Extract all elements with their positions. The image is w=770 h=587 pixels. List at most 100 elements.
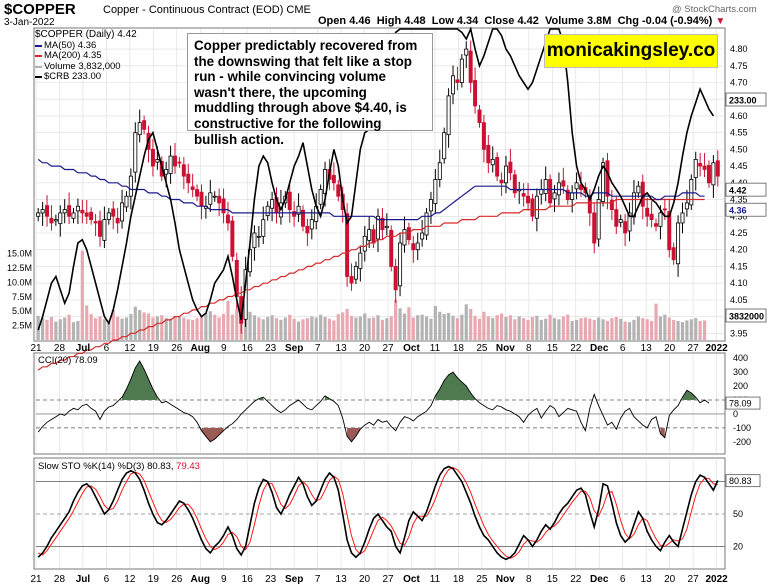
- x-tick-label: 27: [688, 343, 700, 354]
- volume-bar: [305, 318, 309, 340]
- ma50-line: [37, 158, 705, 221]
- x-tick-label: 9: [221, 343, 227, 354]
- x-tick-label-bottom: Dec: [590, 574, 609, 585]
- candle-body: [706, 165, 711, 184]
- candle-body: [384, 225, 389, 229]
- candle-body: [164, 169, 169, 175]
- volume-bar: [486, 316, 490, 340]
- volume-bar: [389, 316, 393, 340]
- candle-body: [499, 179, 504, 184]
- x-tick-label: 21: [30, 343, 42, 354]
- candle-body: [503, 165, 508, 184]
- x-tick-label-bottom: 13: [641, 574, 653, 585]
- candle-body: [711, 162, 716, 186]
- volume-bar: [530, 316, 535, 340]
- candle-body: [477, 109, 482, 124]
- ma200-line: [37, 198, 705, 371]
- candle-body: [605, 160, 610, 197]
- candle-body: [398, 242, 403, 287]
- volume-bar: [473, 315, 477, 340]
- candle-body: [353, 266, 358, 280]
- candle-body: [36, 212, 41, 217]
- candle-body: [349, 276, 354, 284]
- sto-title: Slow STO %K(14) %D(3) 80.83, 79.43: [38, 461, 200, 472]
- volume-bar: [394, 299, 398, 340]
- chg-label: Chg: [617, 15, 639, 27]
- volume-bar: [349, 315, 354, 340]
- x-tick-label-bottom: 21: [30, 574, 42, 585]
- candle-body: [287, 191, 292, 210]
- candle-body: [459, 58, 464, 83]
- sto-last-box: [725, 474, 761, 488]
- volume-bar: [314, 317, 318, 340]
- x-tick-label: Sep: [285, 343, 303, 354]
- price-y-tick: 4.15: [730, 261, 748, 271]
- x-tick-label-bottom: 13: [336, 574, 348, 585]
- x-tick-label-bottom: 18: [453, 574, 465, 585]
- price-panel-frame: [33, 27, 726, 342]
- volume-bar: [76, 321, 80, 340]
- volume-y-tick: 5.0M: [12, 306, 32, 316]
- candle-body: [636, 185, 641, 194]
- candle-body: [181, 164, 186, 177]
- volume-bar: [561, 316, 565, 340]
- volume-bar: [539, 319, 543, 340]
- volume-bar: [557, 319, 561, 340]
- sto-last-tag: 80.83: [725, 474, 761, 488]
- candle-body: [662, 208, 667, 211]
- volume-bar: [279, 319, 283, 340]
- cci-last-box: [725, 396, 761, 410]
- candle-body: [451, 75, 456, 95]
- candle-body: [225, 214, 230, 224]
- candle-body: [442, 132, 447, 160]
- candle-body: [428, 199, 433, 212]
- candle-body: [526, 195, 531, 204]
- candle-body: [601, 162, 606, 202]
- candle-body: [464, 48, 469, 56]
- volume-bar: [221, 314, 226, 340]
- volume-y-tick: 2.5M: [12, 321, 32, 331]
- candle-body: [331, 175, 336, 184]
- volume-bar: [438, 311, 442, 340]
- volume-bar: [429, 318, 433, 340]
- legend-label: MA(200) 4.35: [44, 50, 102, 61]
- x-tick-label: 13: [336, 343, 348, 354]
- low-label: Low: [431, 15, 454, 27]
- legend-label: Volume 3,832,000: [44, 60, 121, 72]
- candle-body: [486, 144, 491, 164]
- volume-bar: [464, 304, 468, 340]
- open-value: 4.46: [349, 15, 371, 27]
- volume-bar: [583, 317, 587, 340]
- candle-body: [556, 182, 561, 196]
- candle-body: [58, 212, 63, 225]
- volume-bar: [283, 317, 287, 340]
- candle-body: [552, 192, 557, 200]
- candle-body: [433, 179, 438, 204]
- candle-body: [142, 120, 147, 130]
- candle-body: [75, 205, 80, 212]
- volume-bar: [636, 316, 640, 340]
- header-contract-name: Copper - Continuous Contract (EOD): [103, 4, 284, 16]
- candle-body: [221, 198, 226, 214]
- x-tick-label-bottom: 20: [359, 574, 371, 585]
- candle-body: [124, 195, 129, 208]
- volume-bar: [341, 312, 345, 340]
- high-label: High: [376, 15, 402, 27]
- legend-label: $COPPER (Daily) 4.42: [35, 29, 137, 40]
- volume-bar: [45, 319, 49, 340]
- volume-bar: [385, 318, 389, 340]
- volume-bar: [566, 314, 570, 340]
- volume-bar: [93, 318, 98, 340]
- candle-body: [111, 208, 116, 217]
- crb-last-tag-text: 233.00: [729, 96, 757, 106]
- volume-last-tag: 3832000: [725, 308, 767, 323]
- candle-body: [292, 211, 297, 217]
- candle-body: [437, 162, 442, 180]
- volume-bar: [41, 318, 45, 340]
- candle-body: [358, 252, 363, 269]
- candle-body: [411, 243, 416, 251]
- candle-body: [698, 163, 703, 167]
- volume-bar: [592, 319, 596, 340]
- volume-bar: [407, 307, 411, 340]
- volume-bar: [522, 318, 526, 340]
